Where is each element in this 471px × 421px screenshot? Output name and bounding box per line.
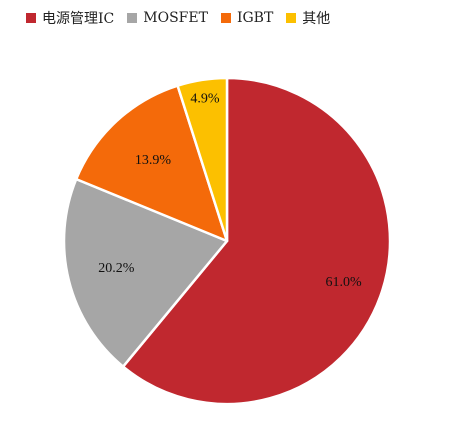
- legend-label-igbt: IGBT: [236, 10, 274, 26]
- legend-swatch-igbt: [220, 13, 231, 23]
- pie-slice-mosfet: [62, 177, 229, 368]
- pie-slice-power-ic: [121, 76, 392, 406]
- chart-legend: 电源管理IC MOSFET IGBT 其他: [26, 8, 343, 28]
- legend-item-igbt: IGBT: [220, 10, 274, 26]
- legend-item-power-ic: 电源管理IC: [26, 8, 114, 28]
- legend-item-other: 其他: [286, 8, 330, 28]
- pie-label-other: 4.9%: [190, 91, 220, 106]
- legend-label-power-ic: 电源管理IC: [42, 11, 115, 27]
- pie-label-mosfet: 20.2%: [98, 261, 135, 276]
- legend-label-mosfet: MOSFET: [143, 10, 208, 26]
- legend-swatch-other: [286, 13, 297, 23]
- pie-label-power-ic: 61.0%: [325, 275, 362, 290]
- legend-swatch-power-ic: [26, 13, 36, 23]
- pie-slice-other: [176, 76, 229, 243]
- pie-labels: 61.0% 20.2% 13.9% 4.9%: [98, 91, 362, 290]
- pie-label-igbt: 13.9%: [135, 153, 172, 168]
- pie-slices: [62, 76, 392, 406]
- legend-swatch-mosfet: [127, 13, 138, 23]
- legend-label-other: 其他: [302, 11, 331, 27]
- legend-item-mosfet: MOSFET: [127, 10, 208, 26]
